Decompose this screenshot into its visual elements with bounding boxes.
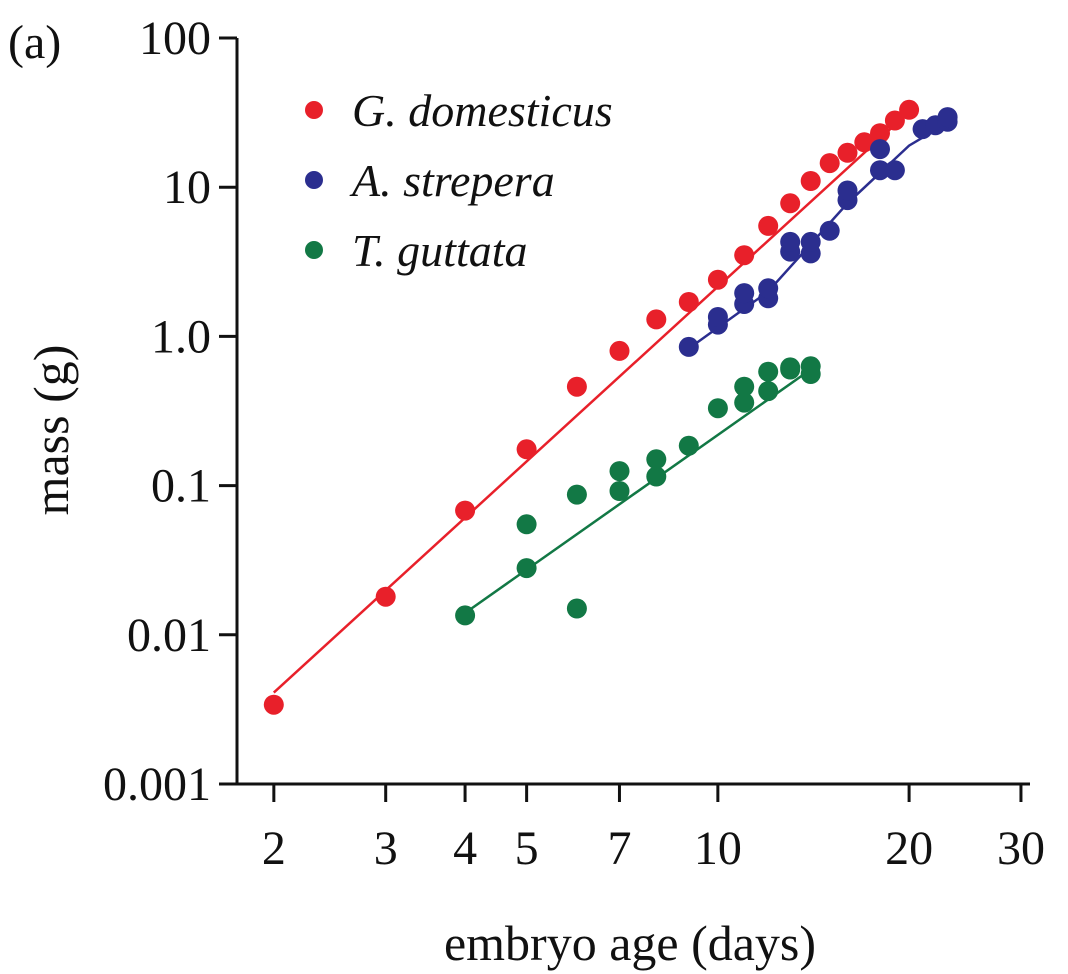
legend-label: G. domesticus [352,85,613,136]
data-point [263,694,284,715]
data-point [899,99,920,120]
x-axis-title: embryo age (days) [444,915,816,971]
fit-line [464,368,812,615]
data-point [678,292,699,312]
x-tick-label: 30 [997,822,1045,875]
data-point [375,586,396,607]
data-point [646,449,667,470]
data-point [800,231,821,252]
data-point [870,139,890,160]
data-point [455,605,476,626]
data-point [758,361,779,382]
legend: G. domesticus A. strepera T. guttata [305,85,613,276]
data-point [734,392,755,413]
data-point [800,356,821,377]
data-point [819,220,840,241]
data-point [870,123,890,144]
y-tick-label: 100 [139,12,211,65]
y-tick-label: 0.01 [127,609,211,662]
data-point [854,132,875,153]
data-point [780,193,801,214]
data-point [758,215,779,236]
x-tick-label: 20 [885,822,933,875]
data-point [707,307,728,327]
data-point [780,231,801,252]
data-point [870,160,890,181]
data-point [566,376,587,397]
data-point [609,461,630,482]
data-point [758,278,779,299]
data-point [780,357,801,378]
x-tick-label: 4 [453,822,477,875]
data-point [678,336,699,357]
data-point [516,514,537,535]
data-points [263,99,958,715]
legend-marker [305,101,323,119]
data-point [646,466,667,487]
data-point [678,435,699,456]
data-point [566,598,587,619]
data-point [609,481,630,501]
data-point [884,160,905,181]
data-point [734,245,755,266]
data-point [734,376,755,397]
legend-marker [305,241,323,259]
legend-label: A. strepera [349,155,555,206]
data-point [758,381,779,402]
data-point [707,398,728,419]
axes: 0.001 0.01 0.1 1.0 10 100 2 3 4 5 7 10 20 30 [103,12,1045,875]
x-tick-label: 3 [374,822,398,875]
data-point [609,340,630,361]
data-point [646,309,667,330]
data-point [455,500,476,521]
y-tick-label: 1.0 [151,310,211,363]
data-point [837,142,858,163]
x-tick-label: 7 [607,822,631,875]
data-point [707,269,728,290]
panel-label: (a) [8,16,61,69]
y-tick-label: 0.001 [103,758,211,811]
data-point [937,107,958,128]
legend-marker [305,171,323,189]
data-point [884,110,905,131]
x-tick-label: 5 [515,822,539,875]
y-axis-title: mass (g) [23,345,79,516]
data-point [516,439,537,460]
data-point [800,171,821,191]
data-point [516,558,537,579]
data-point [819,153,840,174]
x-tick-label: 2 [262,822,286,875]
x-tick-label: 10 [694,822,742,875]
y-tick-label: 0.1 [151,460,211,513]
data-point [734,283,755,304]
data-point [566,484,587,505]
data-point [837,180,858,201]
y-tick-label: 10 [163,161,211,214]
legend-label: T. guttata [352,225,528,276]
